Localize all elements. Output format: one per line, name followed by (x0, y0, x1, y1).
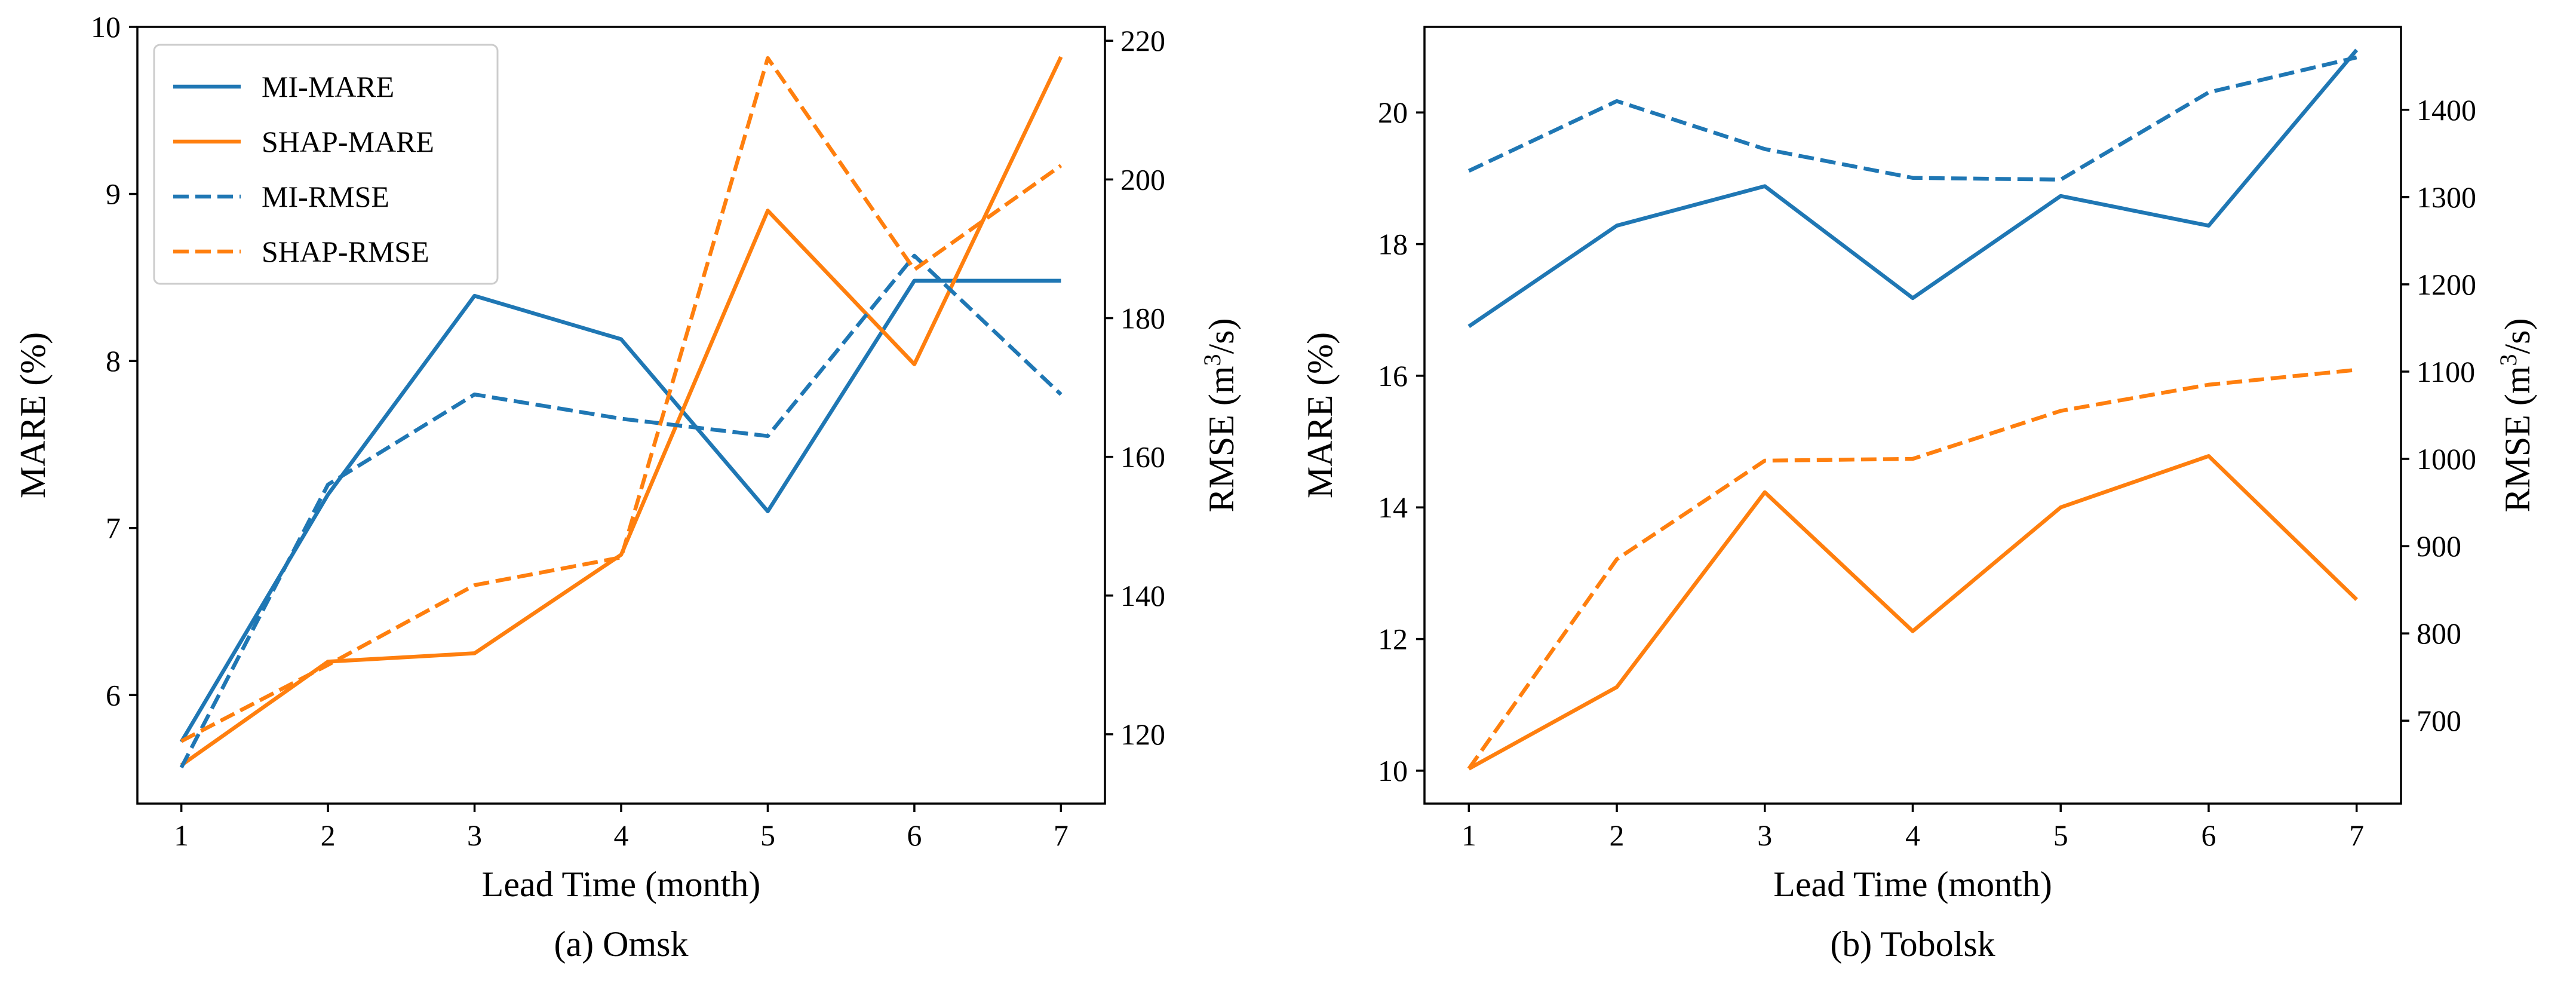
right-y-tick-label: 1200 (2417, 268, 2476, 301)
legend-box (153, 44, 499, 285)
panel-caption: (a) Omsk (554, 924, 689, 964)
right-y-tick-label: 1100 (2417, 355, 2475, 388)
series-line-shap-rmse (1467, 367, 2357, 770)
x-tick-label: 5 (2053, 819, 2068, 852)
right-y-tick-label: 120 (1120, 718, 1165, 751)
series-line-shap-mare (1467, 454, 2358, 771)
left-y-tick-label: 14 (1378, 491, 1408, 524)
x-tick-label: 6 (907, 819, 922, 852)
x-tick-label: 4 (614, 819, 629, 852)
panel-tobolsk: 1 2 3 4 5 6 7101214161820700800900100011001200… (1300, 26, 2538, 964)
x-tick-label: 1 (174, 819, 189, 852)
x-axis-label: Lead Time (month) (1773, 865, 2052, 904)
right-y-tick-label: 160 (1120, 440, 1165, 474)
left-y-tick-label: 7 (106, 511, 121, 545)
right-y-tick-label: 1400 (2417, 93, 2476, 127)
left-y-tick-label: 9 (106, 177, 121, 211)
left-y-tick-label: 16 (1378, 359, 1408, 393)
x-tick-label: 2 (321, 819, 336, 852)
right-y-tick-label: 1000 (2417, 442, 2476, 476)
panel-caption: (b) Tobolsk (1830, 924, 1995, 964)
left-y-tick-label: 12 (1378, 623, 1408, 656)
left-y-tick-label: 18 (1378, 228, 1408, 261)
legend-label-shap-rmse: SHAP-RMSE (262, 235, 429, 268)
legend-label-mi-mare: MI-MARE (262, 70, 394, 103)
left-y-tick-label: 8 (106, 344, 121, 378)
x-tick-label: 4 (1905, 819, 1920, 852)
right-y-tick-label: 1300 (2417, 180, 2476, 214)
legend-label-mi-rmse: MI-RMSE (262, 180, 389, 213)
right-y-tick-label: 140 (1120, 579, 1165, 612)
plot-frame (1423, 26, 2402, 805)
right-y-tick-label: 220 (1120, 24, 1165, 57)
right-y-tick-label: 180 (1120, 302, 1165, 335)
x-tick-label: 6 (2201, 819, 2216, 852)
left-y-tick-label: 20 (1378, 96, 1408, 129)
panel-omsk: 1 2 3 4 5 6 7 6 7 8 9 10 120 140 160 180 200 220 Lead Time… (13, 10, 1241, 964)
right-y-axis-label: RMSE (m3/s) (2495, 318, 2538, 512)
x-tick-label: 5 (760, 819, 775, 852)
x-tick-label: 3 (467, 819, 482, 852)
series-line-shap-rmse (180, 56, 1063, 743)
left-y-tick-label: 10 (91, 10, 121, 44)
x-tick-label: 3 (1757, 819, 1772, 852)
right-y-axis-label: RMSE (m3/s) (1199, 318, 1242, 512)
right-y-tick-label: 900 (2417, 529, 2461, 563)
right-y-tick-label: 800 (2417, 617, 2461, 650)
x-axis-label: Lead Time (month) (482, 865, 761, 904)
legend-label-shap-mare: SHAP-MARE (262, 125, 434, 158)
series-line-mi-mare (1467, 48, 2359, 328)
series-line-mi-rmse (1467, 55, 2357, 182)
left-y-tick-label: 10 (1378, 754, 1408, 787)
left-y-tick-label: 6 (106, 678, 121, 712)
series-line-mi-mare (179, 278, 1061, 743)
right-y-tick-label: 700 (2417, 704, 2461, 737)
x-tick-label: 7 (1054, 819, 1069, 852)
x-tick-label: 7 (2349, 819, 2364, 852)
left-y-axis-label: MARE (%) (1300, 332, 1340, 498)
left-y-axis-label: MARE (%) (13, 332, 53, 498)
legend: MI-MARE SHAP-MARE MI-RMSE SHAP-RMSE (153, 44, 499, 285)
series-line-shap-mare (180, 56, 1063, 767)
x-tick-label: 1 (1462, 819, 1476, 852)
x-tick-label: 2 (1610, 819, 1625, 852)
right-y-tick-label: 200 (1120, 163, 1165, 196)
series-line-mi-rmse (179, 253, 1063, 769)
